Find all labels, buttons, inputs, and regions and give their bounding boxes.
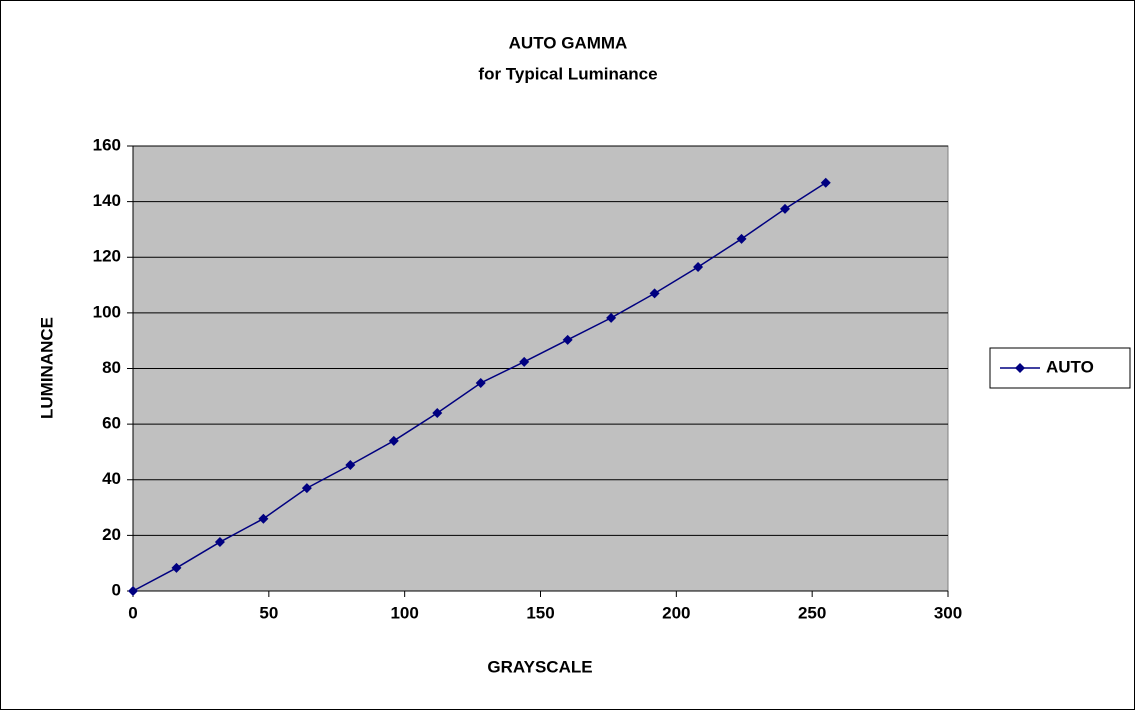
- y-tick-label: 120: [93, 247, 121, 266]
- y-tick-label: 80: [102, 358, 121, 377]
- data-point: [171, 562, 182, 573]
- y-tick-label: 20: [102, 525, 121, 544]
- data-point: [693, 261, 704, 272]
- data-point: [388, 435, 399, 446]
- data-point: [301, 483, 312, 494]
- x-tick-label: 250: [798, 603, 826, 622]
- data-point: [562, 334, 573, 345]
- data-point: [519, 356, 530, 367]
- data-point: [649, 288, 660, 299]
- y-tick-label: 0: [112, 580, 121, 599]
- data-point: [736, 233, 747, 244]
- x-tick-label: 150: [526, 603, 554, 622]
- legend-marker: [1015, 363, 1025, 373]
- x-tick-label: 200: [662, 603, 690, 622]
- data-point: [345, 460, 356, 471]
- x-tick-label: 0: [128, 603, 137, 622]
- legend-label: AUTO: [1046, 357, 1094, 376]
- y-tick-label: 140: [93, 191, 121, 210]
- data-point: [128, 586, 138, 596]
- data-point: [820, 177, 831, 188]
- y-tick-label: 60: [102, 414, 121, 433]
- chart-subtitle: for Typical Luminance: [478, 64, 657, 83]
- y-tick-label: 100: [93, 302, 121, 321]
- y-tick-label: 160: [93, 135, 121, 154]
- data-point: [606, 312, 617, 323]
- x-tick-label: 300: [934, 603, 962, 622]
- data-point: [214, 537, 225, 548]
- data-point: [258, 513, 269, 524]
- x-tick-label: 50: [259, 603, 278, 622]
- y-axis-label: LUMINANCE: [37, 317, 56, 419]
- data-point: [780, 203, 790, 214]
- chart-title: AUTO GAMMA: [509, 33, 628, 52]
- x-tick-label: 100: [390, 603, 418, 622]
- data-point: [475, 377, 486, 388]
- data-point: [432, 408, 443, 418]
- x-axis-label: GRAYSCALE: [487, 657, 592, 676]
- y-tick-label: 40: [102, 469, 121, 488]
